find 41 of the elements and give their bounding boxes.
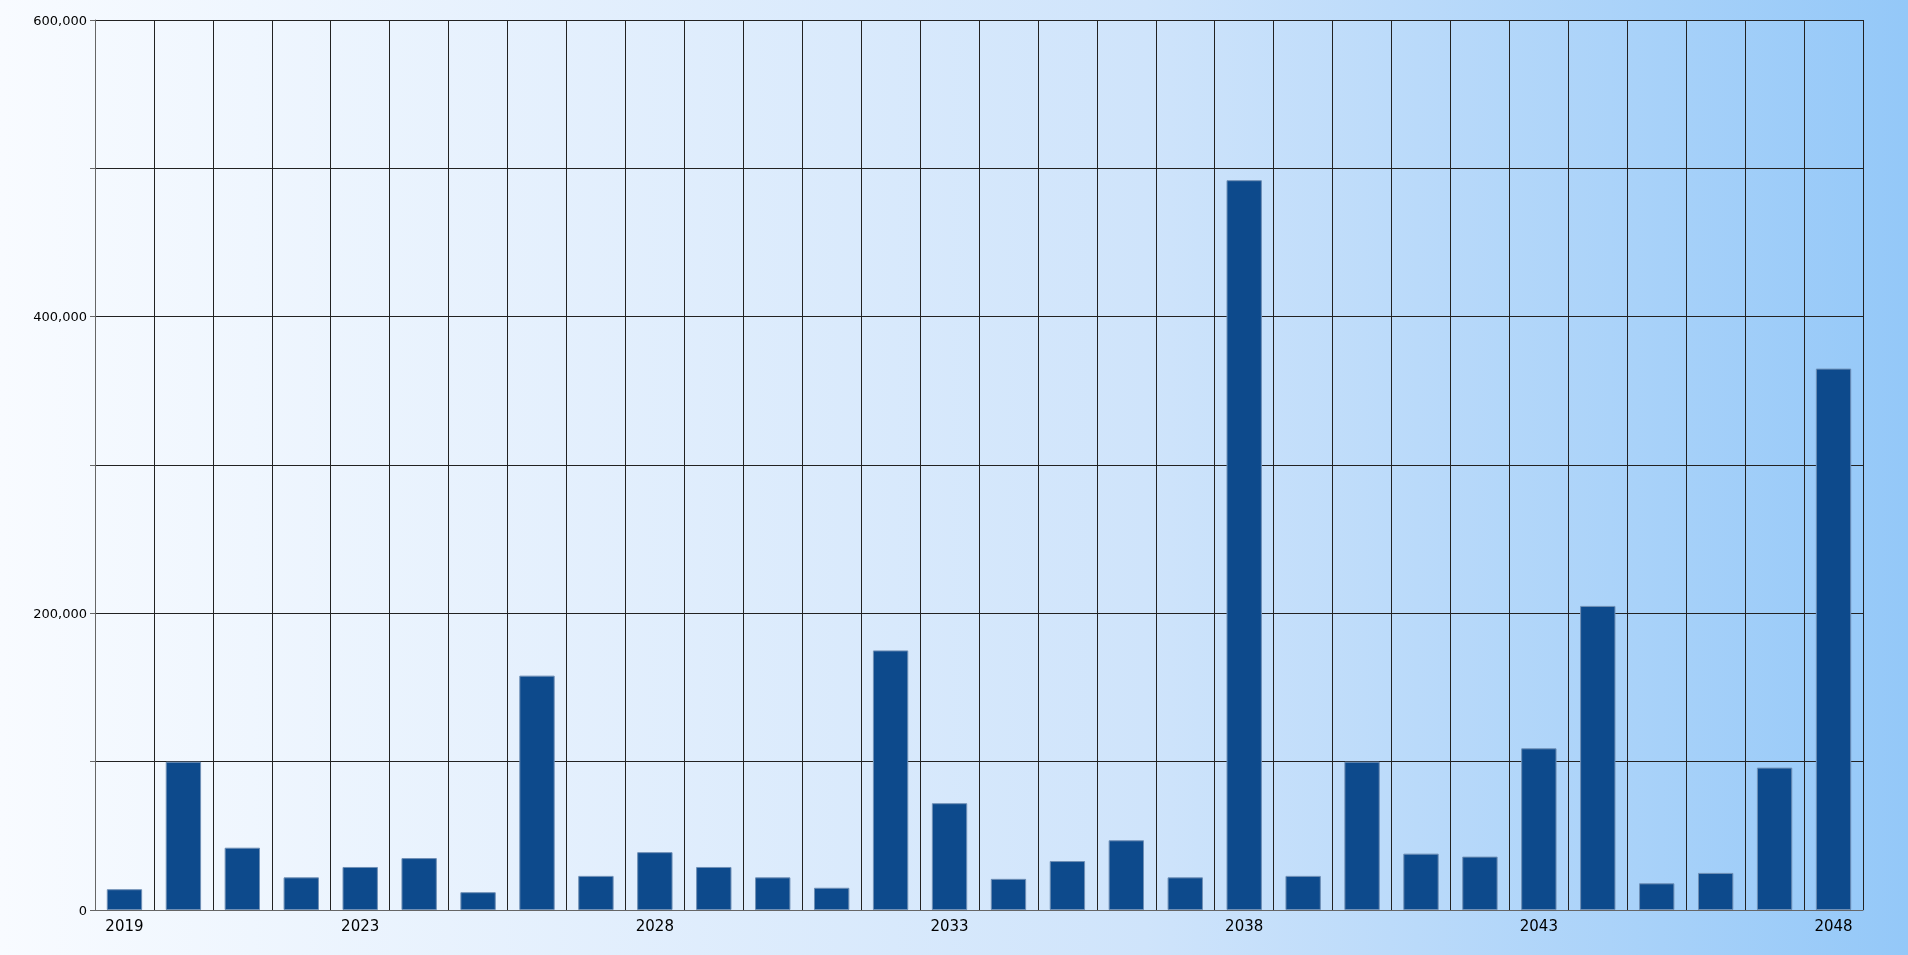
x-tick-label: 2019: [105, 916, 144, 935]
bar: [1344, 761, 1380, 910]
bar: [283, 877, 319, 910]
y-tick-label: 0: [78, 902, 87, 918]
bar: [1167, 877, 1203, 910]
bar: [1521, 748, 1557, 910]
y-tick-label: 400,000: [33, 309, 87, 325]
bar: [106, 889, 143, 910]
bar: [401, 858, 437, 910]
bar: [755, 877, 791, 910]
bar: [1403, 853, 1439, 910]
bar: [578, 875, 614, 910]
bar: [813, 887, 850, 910]
bar: [1226, 180, 1262, 910]
bar: [931, 803, 968, 910]
bar: [1697, 872, 1734, 910]
x-tick-label: 2023: [341, 916, 380, 935]
bar: [872, 650, 909, 910]
bar: [1462, 856, 1498, 910]
x-tick-label: 2043: [1519, 916, 1558, 935]
bar: [1639, 883, 1675, 910]
bar: [1815, 368, 1852, 910]
bar: [224, 847, 261, 910]
bar: [165, 761, 202, 910]
bar: [460, 892, 496, 910]
bar: [696, 866, 732, 910]
bar: [637, 852, 673, 910]
x-tick-label: 2048: [1814, 916, 1853, 935]
bar: [1049, 861, 1086, 910]
y-tick-label: 200,000: [33, 605, 87, 621]
bar: [1108, 840, 1145, 910]
bar: [1285, 875, 1321, 910]
x-tick-label: 2028: [635, 916, 674, 935]
bar: [990, 878, 1027, 910]
y-tick-label: 600,000: [33, 12, 87, 28]
x-tick-label: 2033: [930, 916, 969, 935]
bar: [519, 675, 555, 910]
bar: [1580, 605, 1616, 910]
bar: [1756, 767, 1793, 910]
x-tick-label: 2038: [1225, 916, 1264, 935]
bar: [342, 866, 378, 910]
